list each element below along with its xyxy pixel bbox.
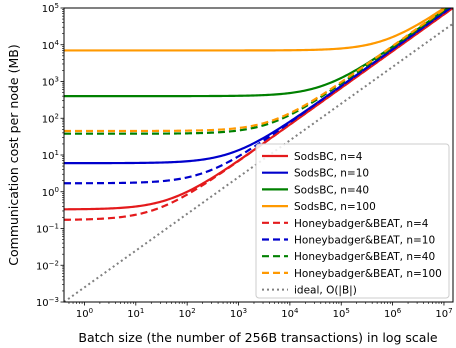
x-tick-label-5: 105 (333, 307, 350, 320)
y-tick-label-3: 100 (42, 186, 59, 199)
y-tick-label-6: 103 (42, 76, 59, 89)
y-tick-label-2: 10−1 (36, 223, 59, 236)
y-tick-label-0: 10−3 (36, 296, 59, 309)
legend-entry-7: Honeybadger&BEAT, n=40 (294, 251, 435, 263)
legend-entry-2: SodsBC, n=10 (294, 168, 369, 180)
legend-entry-5: Honeybadger&BEAT, n=4 (294, 218, 429, 230)
y-ticks: 10−3 10−2 10−1 100 101 102 103 104 105 (36, 2, 64, 309)
x-tick-label-2: 102 (179, 307, 196, 320)
legend-box (255, 143, 450, 299)
legend-entry-9: ideal, O(|B|) (294, 285, 357, 297)
y-tick-label-4: 101 (42, 149, 59, 162)
legend-entry-3: SodsBC, n=40 (294, 184, 369, 196)
legend-entry-4: SodsBC, n=100 (294, 201, 376, 213)
x-ticks: 100 101 102 103 104 105 106 107 (68, 302, 453, 320)
y-tick-label-7: 104 (42, 39, 60, 52)
y-tick-label-8: 105 (42, 2, 59, 15)
legend-entry-1: SodsBC, n=4 (294, 151, 363, 163)
x-tick-label-4: 104 (281, 307, 299, 320)
x-axis-label: Batch size (the number of 256B transacti… (78, 330, 438, 345)
y-tick-label-5: 102 (42, 112, 59, 125)
x-tick-label-3: 103 (230, 307, 247, 320)
y-tick-label-1: 10−2 (36, 259, 59, 272)
x-tick-label-0: 100 (76, 307, 93, 320)
legend-entry-6: Honeybadger&BEAT, n=10 (294, 235, 435, 247)
series-line-8 (64, 8, 448, 133)
y-axis-label: Communication cost per node (MB) (6, 44, 21, 265)
series-line-2 (64, 8, 453, 165)
legend-entry-8: Honeybadger&BEAT, n=100 (294, 268, 442, 280)
series-line-4 (64, 8, 447, 52)
x-tick-label-7: 107 (435, 307, 452, 320)
x-tick-label-6: 106 (384, 307, 402, 320)
x-tick-label-1: 101 (127, 307, 144, 320)
legend: SodsBC, n=4 SodsBC, n=10 SodsBC, n=40 SodsB… (255, 143, 450, 299)
